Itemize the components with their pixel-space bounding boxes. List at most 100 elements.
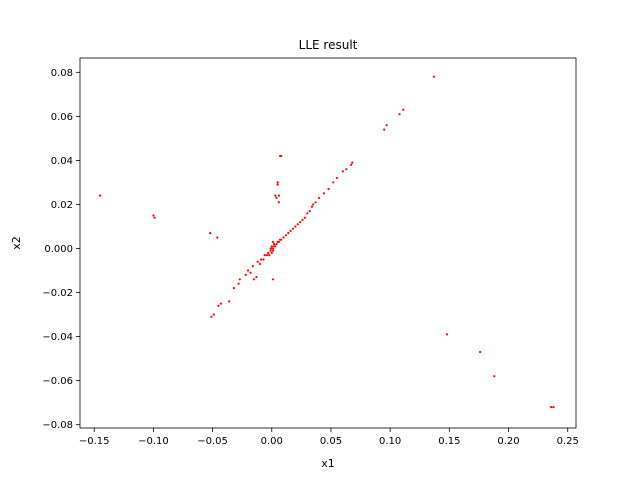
data-point bbox=[216, 236, 219, 239]
data-point bbox=[276, 181, 279, 184]
data-point bbox=[282, 236, 285, 239]
y-tick-label: 0.000 bbox=[44, 244, 73, 255]
chart-title: LLE result bbox=[299, 38, 358, 52]
x-axis-ticks: −0.15 −0.10 −0.05 0.00 0.05 0.10 0.15 0.20 0.25 bbox=[79, 428, 579, 447]
y-tick-label: 0.06 bbox=[51, 112, 73, 123]
data-point bbox=[550, 406, 553, 409]
data-point bbox=[273, 243, 276, 246]
plot-points bbox=[99, 75, 555, 409]
data-point bbox=[479, 350, 482, 354]
data-point bbox=[322, 192, 325, 195]
data-point bbox=[284, 234, 288, 237]
data-point bbox=[277, 194, 280, 197]
data-point bbox=[268, 254, 271, 257]
data-point bbox=[275, 243, 278, 246]
data-point bbox=[269, 249, 272, 252]
data-point bbox=[232, 287, 235, 290]
data-point bbox=[217, 304, 220, 307]
data-point bbox=[219, 302, 222, 305]
data-point bbox=[99, 194, 102, 197]
data-point bbox=[271, 240, 275, 243]
data-point bbox=[275, 196, 278, 199]
data-point bbox=[265, 254, 269, 257]
y-tick-label: −0.02 bbox=[42, 288, 73, 299]
data-point bbox=[306, 212, 309, 215]
data-point bbox=[260, 258, 263, 261]
x-tick-label: 0.00 bbox=[261, 436, 283, 447]
data-point bbox=[249, 271, 252, 274]
x-tick-label: −0.10 bbox=[138, 436, 169, 447]
data-point bbox=[289, 229, 292, 232]
data-point bbox=[274, 245, 277, 248]
x-tick-label: 0.05 bbox=[320, 436, 342, 447]
data-point bbox=[296, 223, 299, 226]
data-point bbox=[270, 251, 273, 254]
x-tick-label: 0.15 bbox=[438, 436, 460, 447]
y-tick-label: −0.04 bbox=[42, 332, 73, 343]
data-point bbox=[287, 232, 290, 235]
data-point bbox=[314, 201, 317, 204]
y-tick-label: −0.08 bbox=[42, 420, 73, 431]
data-point bbox=[271, 278, 275, 281]
data-point bbox=[345, 168, 348, 171]
data-point bbox=[210, 315, 213, 318]
data-point bbox=[398, 113, 401, 116]
x-tick-label: 0.10 bbox=[379, 436, 401, 447]
data-point bbox=[301, 218, 304, 221]
data-point bbox=[255, 276, 258, 279]
y-tick-label: 0.02 bbox=[51, 200, 73, 211]
data-point bbox=[238, 278, 241, 281]
data-point bbox=[332, 181, 335, 184]
data-point bbox=[244, 273, 247, 276]
data-point bbox=[270, 245, 273, 248]
axes-frame bbox=[79, 57, 577, 429]
data-point bbox=[385, 124, 388, 127]
data-point bbox=[252, 278, 256, 281]
data-point bbox=[271, 247, 275, 250]
data-point bbox=[277, 201, 280, 204]
data-point bbox=[351, 161, 354, 164]
y-tick-label: −0.06 bbox=[42, 376, 73, 387]
data-point bbox=[271, 249, 275, 252]
data-point bbox=[256, 260, 259, 263]
data-point bbox=[251, 265, 254, 268]
data-point bbox=[294, 225, 297, 228]
data-point bbox=[493, 375, 496, 378]
data-point bbox=[350, 163, 353, 166]
data-point bbox=[209, 232, 212, 235]
data-point bbox=[247, 269, 250, 272]
data-point bbox=[258, 262, 261, 265]
data-point bbox=[445, 333, 449, 336]
x-tick-label: 0.25 bbox=[557, 436, 579, 447]
x-tick-label: −0.15 bbox=[79, 436, 110, 447]
data-point bbox=[279, 238, 282, 241]
data-point bbox=[552, 406, 555, 409]
data-point bbox=[228, 300, 231, 303]
data-point bbox=[262, 258, 265, 261]
data-point bbox=[237, 282, 240, 285]
data-point bbox=[335, 176, 338, 180]
x-axis-label: x1 bbox=[321, 457, 335, 470]
data-point bbox=[303, 216, 306, 219]
data-point bbox=[327, 187, 330, 191]
data-point bbox=[267, 251, 270, 254]
data-point bbox=[318, 196, 321, 199]
data-point bbox=[292, 227, 295, 230]
y-axis-ticks: −0.08 −0.06 −0.04 −0.02 0.000 0.02 0.04 0.06 0.0… bbox=[42, 68, 80, 431]
data-point bbox=[152, 214, 155, 217]
x-tick-label: −0.05 bbox=[197, 436, 228, 447]
data-point bbox=[263, 254, 266, 257]
data-point bbox=[280, 154, 283, 158]
data-point bbox=[299, 221, 302, 224]
data-point bbox=[276, 183, 279, 186]
data-point bbox=[383, 128, 386, 131]
data-point bbox=[312, 203, 315, 206]
data-point bbox=[341, 170, 344, 173]
data-point bbox=[432, 75, 435, 78]
data-point bbox=[212, 313, 215, 316]
y-tick-label: 0.08 bbox=[51, 68, 73, 79]
y-tick-label: 0.04 bbox=[51, 156, 73, 167]
data-point bbox=[308, 210, 311, 213]
